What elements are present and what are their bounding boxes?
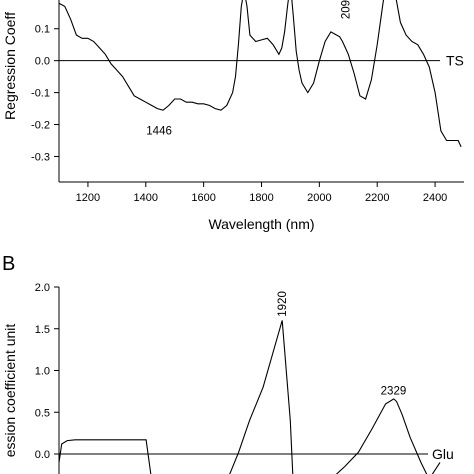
panel-b-annotation: 1920 — [277, 291, 289, 317]
panel-b: B 0.0 0.5 1.0 1.5 2.0 1920 2329 ession coeffi… — [2, 253, 454, 474]
panel-a-annotation: 1446 — [146, 126, 172, 138]
panel-a-x-tick-label: 1800 — [249, 192, 273, 204]
panel-a-annotation: 2090 — [340, 0, 352, 19]
panel-b-annotations: 1920 2329 — [277, 291, 406, 397]
panel-b-series-label: Glu — [432, 446, 454, 462]
panel-a-y-ticks: -0.3 -0.2 -0.1 0.0 0.1 — [31, 24, 59, 163]
panel-a-x-tick-label: 2200 — [365, 192, 389, 204]
panel-a-x-tick-label: 1600 — [191, 192, 215, 204]
panel-b-label: B — [2, 253, 15, 275]
panel-a-y-tick-label: 0.0 — [35, 56, 50, 68]
panel-a-x-tick-label: 1200 — [76, 192, 100, 204]
panel-a-y-axis-label: Regression Coeff — [2, 12, 18, 120]
panel-b-y-tick-label: 1.5 — [35, 324, 50, 336]
panel-a-y-tick-label: -0.3 — [31, 151, 50, 163]
panel-a-y-tick-label: -0.2 — [31, 120, 50, 132]
panel-a-annotations: 1446 2090 — [146, 0, 352, 138]
panel-b-y-ticks: 0.0 0.5 1.0 1.5 2.0 — [35, 282, 59, 461]
panel-a-series-label: TS — [446, 53, 464, 69]
panel-b-y-tick-label: 2.0 — [35, 282, 50, 294]
panel-b-annotation: 2329 — [381, 386, 407, 398]
panel-b-regression-line — [59, 320, 441, 474]
panel-a-x-tick-label: 2000 — [307, 192, 331, 204]
panel-a-y-tick-label: -0.1 — [31, 88, 50, 100]
panel-a-x-axis-label: Wavelength (nm) — [208, 216, 314, 232]
panel-b-y-tick-label: 0.0 — [35, 449, 50, 461]
panel-a-x-tick-label: 2400 — [423, 192, 447, 204]
panel-b-y-axis-label: ession coefficient unit — [2, 324, 18, 458]
panel-a-x-tick-label: 1400 — [134, 192, 158, 204]
panel-a-regression-line — [59, 0, 462, 148]
panel-b-y-tick-label: 0.5 — [35, 407, 50, 419]
panel-a-y-tick-label: 0.1 — [35, 24, 50, 36]
panel-b-y-tick-label: 1.0 — [35, 366, 50, 378]
panel-a: -0.3 -0.2 -0.1 0.0 0.1 1200 1400 1600 1800 2000 2… — [2, 0, 464, 232]
panel-a-x-ticks: 1200 1400 1600 1800 2000 2200 2400 — [76, 182, 447, 204]
